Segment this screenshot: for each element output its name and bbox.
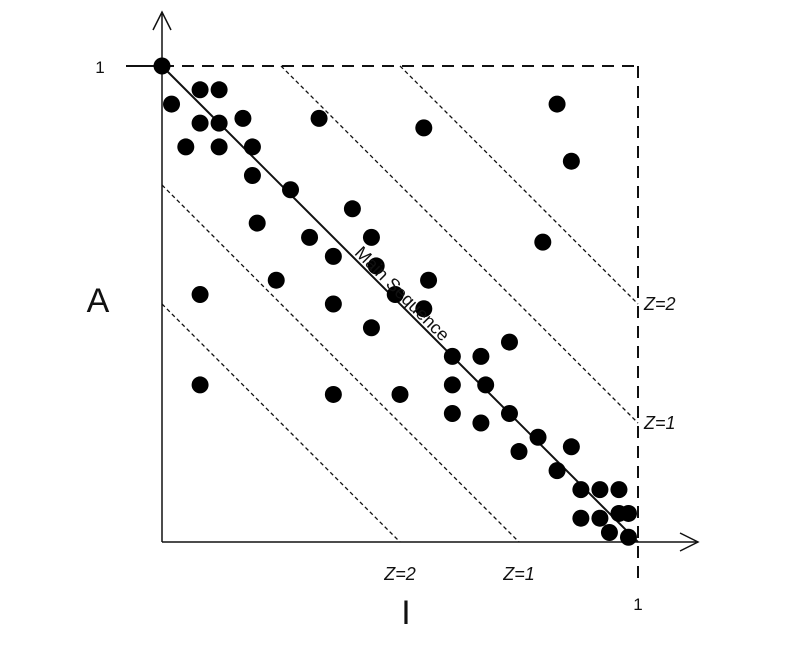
data-point (477, 376, 495, 394)
y-tick-label: 1 (95, 58, 104, 77)
data-point (324, 385, 342, 403)
x-axis-arrow-icon (679, 532, 700, 552)
data-point (420, 271, 438, 289)
data-point (600, 523, 618, 541)
data-point (610, 481, 628, 499)
data-point (391, 385, 409, 403)
x-tick-label: 1 (633, 595, 642, 614)
data-point (472, 347, 490, 365)
zone-label-bottom-3: Z=1 (502, 564, 535, 584)
y-axis-arrow-icon (152, 10, 172, 31)
data-point (191, 81, 209, 99)
zone-label-right-1: Z=1 (643, 413, 676, 433)
data-point (362, 319, 380, 337)
data-point (619, 528, 637, 546)
data-point (282, 181, 300, 199)
data-point (472, 414, 490, 432)
data-point (367, 257, 385, 275)
data-point (443, 376, 461, 394)
data-point (500, 333, 518, 351)
data-point (562, 152, 580, 170)
data-point (191, 114, 209, 132)
data-point (324, 295, 342, 313)
data-point (443, 347, 461, 365)
data-point (415, 300, 433, 318)
data-points (153, 57, 637, 546)
data-point (548, 95, 566, 113)
zone-label-bottom-4: Z=2 (383, 564, 416, 584)
data-point (548, 462, 566, 480)
data-point (343, 200, 361, 218)
zone-line-3 (161, 184, 520, 543)
data-point (510, 443, 528, 461)
x-axis-label: I (401, 594, 410, 632)
data-point (243, 166, 261, 184)
data-point (248, 214, 266, 232)
data-point (362, 228, 380, 246)
data-point (177, 138, 195, 156)
data-point (301, 228, 319, 246)
y-axis-label: A (87, 282, 110, 320)
data-point (210, 81, 228, 99)
data-point (310, 109, 328, 127)
data-point (572, 509, 590, 527)
data-point (210, 114, 228, 132)
data-point (267, 271, 285, 289)
data-point (534, 233, 552, 251)
data-point (163, 95, 181, 113)
data-point (619, 504, 637, 522)
data-point (234, 109, 252, 127)
chart-frame (126, 65, 639, 582)
data-point (191, 285, 209, 303)
data-point (500, 404, 518, 422)
data-point (562, 438, 580, 456)
data-point (243, 138, 261, 156)
data-point (210, 138, 228, 156)
data-point (386, 285, 404, 303)
data-point (572, 481, 590, 499)
data-point (324, 247, 342, 265)
zone-line-2 (399, 65, 639, 305)
data-point (529, 428, 547, 446)
data-point (591, 481, 609, 499)
zone-line-1 (280, 65, 639, 424)
data-point (591, 509, 609, 527)
zone-label-right-2: Z=2 (643, 294, 676, 314)
data-point (153, 57, 171, 75)
data-point (415, 119, 433, 137)
axes (152, 10, 700, 552)
data-point (191, 376, 209, 394)
data-point (443, 404, 461, 422)
zone-line-4 (161, 303, 401, 543)
